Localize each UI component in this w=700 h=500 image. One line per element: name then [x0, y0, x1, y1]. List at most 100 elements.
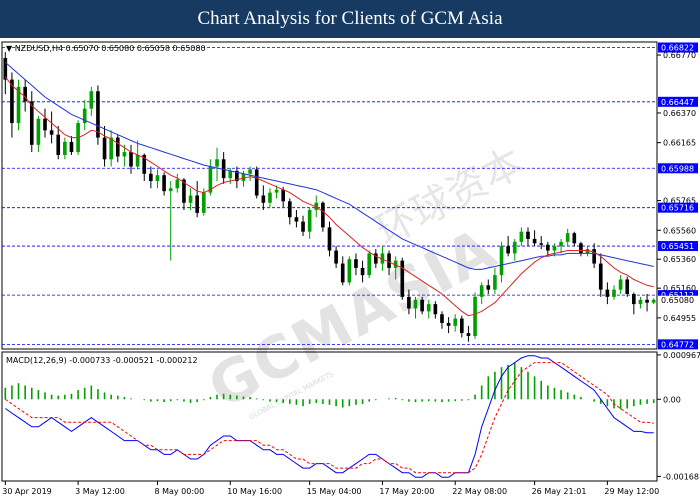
candle-body — [618, 279, 623, 290]
candle-body — [327, 227, 332, 251]
y-tick-label: 0.66370 — [663, 109, 696, 118]
level-tag — [658, 163, 698, 174]
candle-body — [354, 259, 358, 268]
candle-body — [162, 175, 166, 192]
candle-body — [625, 279, 630, 294]
candle-body — [135, 154, 140, 167]
y-tick-label: 0.66770 — [663, 51, 696, 60]
level-tag — [658, 96, 698, 107]
candle-body — [294, 217, 299, 222]
level-label: 0.65112 — [661, 291, 694, 300]
candle-body — [605, 289, 610, 297]
candle-body — [572, 233, 577, 244]
candle-body — [82, 108, 87, 124]
x-tick-label: 22 May 08:00 — [452, 487, 507, 496]
x-tick-label: 29 May 12:00 — [604, 487, 659, 496]
level-label: 0.65716 — [661, 204, 694, 213]
candle-body — [532, 238, 537, 244]
candle-body — [526, 231, 530, 239]
candle-body — [63, 141, 67, 155]
current-price-tag — [658, 295, 698, 305]
price-panel-frame — [1, 41, 658, 350]
candle-body — [334, 250, 338, 264]
candle-body — [592, 249, 596, 264]
candle-body — [89, 91, 94, 109]
candle-body — [546, 244, 550, 251]
candle-body — [645, 299, 649, 303]
candle-body — [29, 101, 34, 145]
candle-body — [585, 249, 590, 254]
candle-body — [115, 137, 120, 157]
macd-y-tick-label: -0.00168 — [663, 472, 699, 481]
candle-body — [486, 285, 491, 290]
x-tick-label: 30 Apr 2019 — [2, 487, 51, 496]
y-tick-label: 0.65765 — [663, 197, 696, 206]
candle-body — [651, 299, 656, 303]
x-tick-label: 10 May 16:00 — [227, 487, 282, 496]
candle-body — [188, 195, 193, 203]
x-tick-label: 26 May 21:01 — [532, 487, 587, 496]
candle-body — [519, 231, 524, 242]
x-tick-label: 3 May 12:00 — [75, 487, 125, 496]
candle-body — [473, 296, 477, 336]
candle-body — [360, 267, 365, 276]
level-label: 0.66447 — [661, 98, 694, 107]
level-label: 0.66822 — [661, 44, 694, 53]
current-price-label: 0.65080 — [661, 296, 694, 305]
candle-body — [287, 201, 292, 218]
candle-body — [446, 322, 451, 326]
x-tick-label: 17 May 20:00 — [379, 487, 434, 496]
candle-body — [420, 299, 424, 312]
candle-body — [175, 179, 180, 189]
candle-body — [407, 296, 411, 309]
candle-body — [413, 299, 418, 309]
ma-fast-line — [4, 76, 654, 317]
symbol-info: ▼ NZDUSD,H4 0.65070 0.65080 0.65058 0.65… — [6, 44, 206, 53]
candle-body — [281, 189, 286, 202]
candle-body — [565, 233, 570, 242]
candle-body — [182, 179, 186, 203]
macd-line — [5, 355, 654, 478]
y-tick-label: 0.65160 — [663, 284, 696, 293]
candle-body — [367, 253, 372, 276]
candle-body — [433, 304, 438, 315]
macd-y-tick-label: 0.00 — [663, 395, 681, 404]
candle-body — [301, 221, 305, 232]
candle-body — [373, 253, 378, 264]
candle-body — [506, 246, 510, 254]
candle-body — [268, 192, 272, 203]
signal-line — [5, 362, 654, 474]
level-label: 0.65988 — [661, 164, 694, 173]
candle-body — [479, 285, 484, 297]
candle-body — [499, 246, 504, 276]
candle-body — [400, 260, 405, 297]
candle-body — [208, 166, 213, 193]
candle-body — [215, 159, 219, 167]
candle-body — [539, 243, 544, 245]
candle-body — [512, 241, 517, 254]
candle-body — [466, 333, 471, 336]
candle-body — [221, 159, 226, 179]
candle-body — [109, 137, 113, 160]
candle-body — [102, 137, 107, 160]
level-tag — [658, 42, 698, 53]
candle-body — [43, 118, 47, 131]
candle-body — [638, 299, 643, 305]
candle-body — [598, 263, 603, 290]
page-title: Chart Analysis for Clients of GCM Asia — [0, 0, 700, 38]
level-tag — [658, 290, 698, 301]
x-tick-label: 8 May 00:00 — [154, 487, 204, 496]
macd-y-tick-label: 0.000967 — [663, 351, 700, 360]
candle-body — [261, 195, 266, 203]
candle-body — [69, 141, 74, 153]
candle-body — [274, 189, 279, 193]
candle-body — [254, 169, 259, 196]
level-tag — [658, 202, 698, 213]
x-tick-label: 15 May 04:00 — [307, 487, 362, 496]
candle-body — [387, 253, 391, 268]
candle-body — [248, 169, 252, 174]
candle-body — [201, 192, 206, 213]
candle-body — [16, 86, 21, 124]
